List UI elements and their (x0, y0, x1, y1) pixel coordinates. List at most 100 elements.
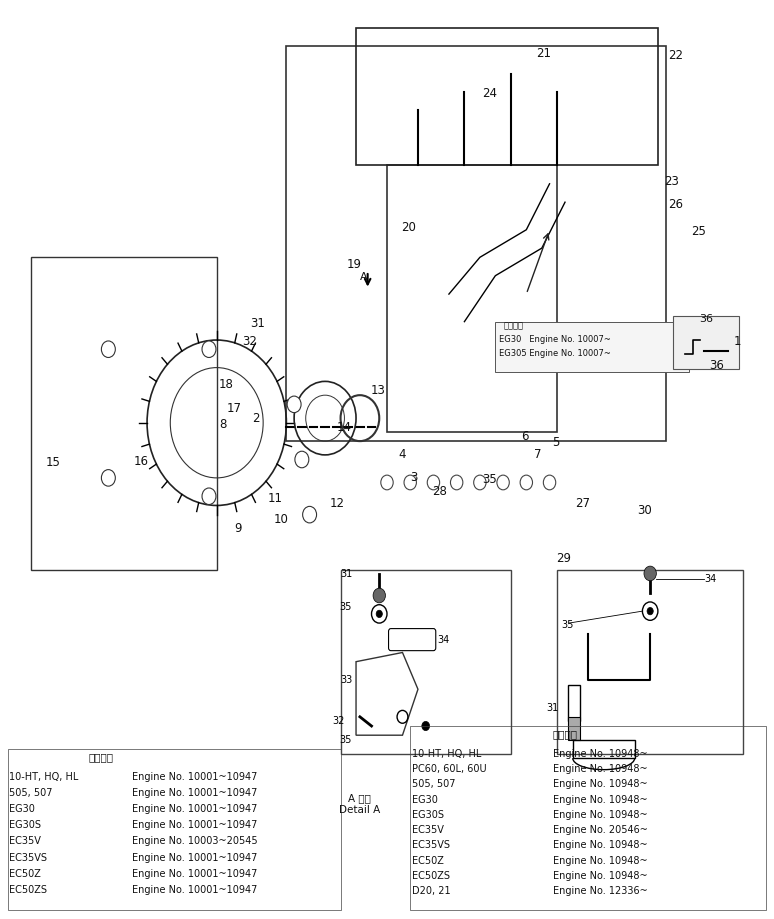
Text: 10-HT, HQ, HL: 10-HT, HQ, HL (412, 749, 481, 758)
Circle shape (422, 721, 430, 731)
Text: 21: 21 (536, 47, 552, 60)
Text: A: A (360, 272, 368, 282)
Text: EG30: EG30 (9, 804, 35, 814)
Circle shape (202, 341, 216, 357)
Text: 8: 8 (219, 418, 227, 431)
Bar (673, 316, 739, 369)
Bar (8, 749, 341, 910)
Circle shape (644, 566, 656, 581)
Text: EC50ZS: EC50ZS (9, 885, 47, 895)
Text: 31: 31 (250, 317, 265, 330)
Text: 505, 507: 505, 507 (9, 788, 53, 798)
Text: 1: 1 (734, 335, 741, 348)
Text: 27: 27 (575, 497, 591, 510)
Text: EG30: EG30 (412, 795, 437, 804)
Circle shape (303, 506, 317, 523)
Circle shape (373, 588, 385, 603)
Text: 30: 30 (637, 504, 652, 516)
Text: Engine No. 20546~: Engine No. 20546~ (553, 825, 649, 835)
Text: Engine No. 10001~10947: Engine No. 10001~10947 (132, 868, 257, 879)
Text: 9: 9 (234, 522, 241, 535)
Text: 26: 26 (668, 198, 683, 210)
Text: Engine No. 10948~: Engine No. 10948~ (553, 871, 648, 881)
Circle shape (376, 610, 382, 618)
Text: 24: 24 (482, 87, 498, 100)
Circle shape (647, 607, 653, 615)
Text: 28: 28 (432, 485, 447, 498)
Text: 10-HT, HQ, HL: 10-HT, HQ, HL (9, 772, 79, 781)
Bar (557, 570, 743, 754)
Bar (495, 322, 689, 372)
Text: 35: 35 (482, 473, 498, 486)
Text: A 詳細
Detail A: A 詳細 Detail A (339, 793, 381, 815)
Text: EG30S: EG30S (412, 810, 444, 820)
Bar (568, 717, 580, 740)
Text: EG30S: EG30S (9, 821, 41, 830)
Circle shape (101, 341, 115, 357)
Text: 5: 5 (552, 437, 560, 449)
Text: 3: 3 (410, 471, 418, 484)
Text: 6: 6 (521, 430, 529, 443)
Bar (568, 685, 580, 721)
Text: EC35V: EC35V (412, 825, 444, 835)
Text: 29: 29 (556, 552, 571, 565)
Text: Engine No. 10948~: Engine No. 10948~ (553, 810, 648, 820)
Text: EC35V: EC35V (9, 836, 41, 846)
Text: 22: 22 (668, 49, 683, 62)
Text: 31: 31 (340, 570, 352, 579)
Text: Engine No. 10001~10947: Engine No. 10001~10947 (132, 772, 257, 781)
Text: EG305 Engine No. 10007~: EG305 Engine No. 10007~ (499, 348, 611, 357)
Circle shape (287, 396, 301, 413)
Text: 19: 19 (347, 258, 362, 271)
Text: 適用号码: 適用号码 (503, 321, 523, 330)
Text: EC50Z: EC50Z (9, 868, 41, 879)
Text: Engine No. 10948~: Engine No. 10948~ (553, 841, 648, 850)
Text: 14: 14 (337, 421, 352, 434)
Circle shape (101, 470, 115, 486)
Text: 20: 20 (401, 221, 416, 234)
Text: EC50ZS: EC50ZS (412, 871, 450, 881)
Text: 適用号码: 適用号码 (553, 729, 577, 739)
Text: 適用号码: 適用号码 (88, 752, 113, 762)
Text: Engine No. 10001~10947: Engine No. 10001~10947 (132, 885, 257, 895)
Text: 10: 10 (273, 513, 289, 526)
Text: 36: 36 (699, 313, 713, 323)
Text: Engine No. 10948~: Engine No. 10948~ (553, 764, 648, 774)
Text: 11: 11 (267, 492, 283, 505)
Text: 12: 12 (329, 497, 344, 510)
Text: EC35VS: EC35VS (412, 841, 450, 850)
Text: 35: 35 (340, 735, 352, 744)
Text: 18: 18 (218, 378, 234, 391)
Text: Engine No. 10001~10947: Engine No. 10001~10947 (132, 804, 257, 814)
Text: 31: 31 (546, 703, 559, 712)
Text: EC35VS: EC35VS (9, 853, 47, 863)
Text: 17: 17 (227, 403, 242, 415)
Text: 36: 36 (709, 359, 724, 372)
Text: EG30   Engine No. 10007~: EG30 Engine No. 10007~ (499, 335, 611, 344)
Text: 32: 32 (242, 335, 258, 348)
Bar (410, 726, 766, 910)
Text: Engine No. 10001~10947: Engine No. 10001~10947 (132, 821, 257, 830)
Text: 4: 4 (399, 448, 406, 461)
Text: Engine No. 10948~: Engine No. 10948~ (553, 749, 648, 758)
Text: EC50Z: EC50Z (412, 856, 444, 866)
Text: Engine No. 12336~: Engine No. 12336~ (553, 887, 648, 896)
Text: Engine No. 10001~10947: Engine No. 10001~10947 (132, 853, 257, 863)
Text: 23: 23 (664, 176, 680, 188)
Text: 34: 34 (437, 635, 450, 644)
Text: 16: 16 (134, 455, 149, 468)
Text: 25: 25 (691, 225, 707, 238)
Text: 13: 13 (370, 384, 385, 397)
Text: D20, 21: D20, 21 (412, 887, 450, 896)
Text: Engine No. 10003~20545: Engine No. 10003~20545 (132, 836, 257, 846)
Circle shape (202, 488, 216, 505)
Text: PC60, 60L, 60U: PC60, 60L, 60U (412, 764, 486, 774)
Text: 7: 7 (534, 448, 542, 461)
Text: 34: 34 (704, 574, 717, 584)
Text: 15: 15 (45, 456, 60, 469)
Text: Engine No. 10948~: Engine No. 10948~ (553, 795, 648, 804)
Text: 33: 33 (340, 675, 352, 685)
Text: 35: 35 (340, 602, 352, 611)
Text: 505, 507: 505, 507 (412, 779, 455, 789)
Text: Engine No. 10948~: Engine No. 10948~ (553, 779, 648, 789)
